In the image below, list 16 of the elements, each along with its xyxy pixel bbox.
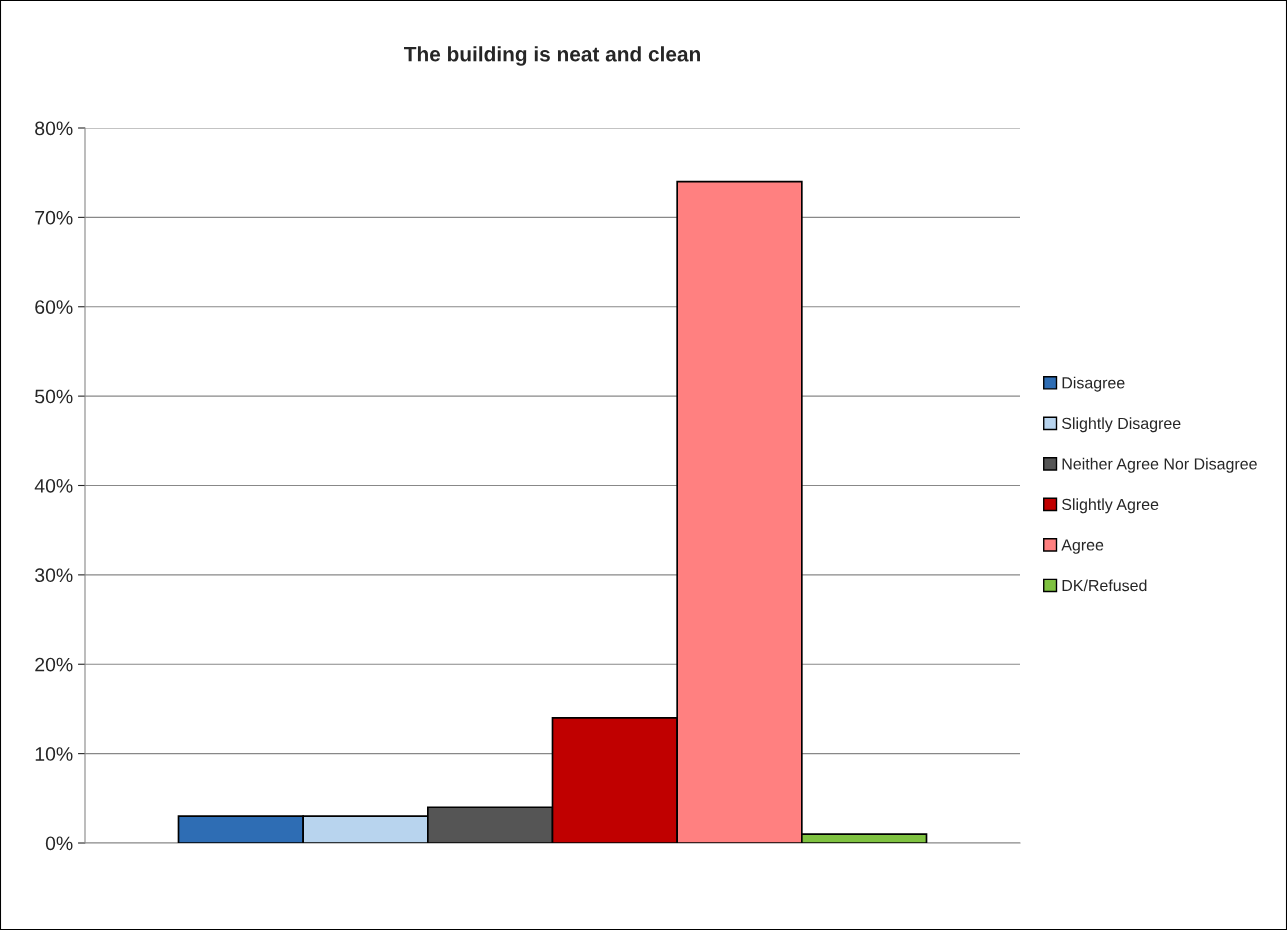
legend-label: Slightly Disagree (1062, 417, 1181, 433)
y-tick-label: 0% (45, 836, 73, 851)
y-tick-label: 70% (35, 210, 73, 225)
legend-label: Disagree (1062, 376, 1125, 392)
y-tick-label: 10% (35, 747, 73, 761)
legend-label: Agree (1061, 539, 1104, 554)
y-tick-label: 80% (35, 121, 73, 136)
y-tick-label: 20% (35, 657, 73, 672)
y-tick-label: 60% (35, 300, 73, 314)
y-tick-label: 50% (35, 389, 73, 404)
legend-label: DK/Refused (1062, 579, 1147, 592)
legend-label: Slightly Agree (1062, 498, 1159, 514)
chart-title: The building is neat and clean (404, 46, 700, 66)
y-tick-label: 30% (35, 568, 73, 583)
y-tick-label: 40% (34, 478, 73, 493)
legend-label: Neither Agree Nor Disagree (1062, 457, 1257, 473)
